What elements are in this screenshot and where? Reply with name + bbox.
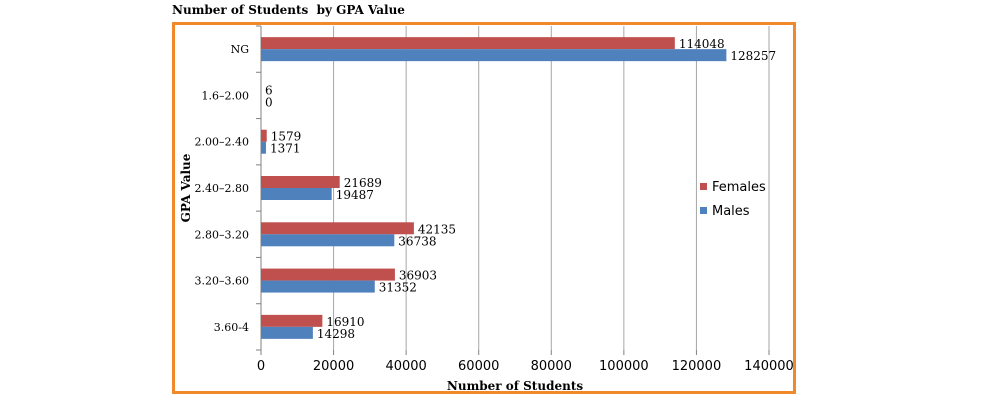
bar-females [261, 37, 675, 50]
data-label-females: 114048 [679, 37, 725, 51]
category-label: 2.00–2.40 [195, 136, 249, 149]
category-label: 2.80–3.20 [195, 228, 249, 241]
bar-females [261, 222, 414, 235]
data-label-males: 1371 [270, 142, 301, 156]
data-label-females: 6 [265, 83, 273, 97]
bar-males [261, 49, 727, 62]
bar-males [261, 188, 332, 200]
legend-swatch-females [700, 183, 707, 190]
x-tick-label: 0 [257, 359, 265, 374]
data-label-males: 19487 [336, 188, 374, 202]
data-label-females: 21689 [344, 176, 382, 190]
category-label: 3.60-4 [214, 321, 249, 334]
x-tick-label: 80000 [531, 359, 572, 374]
chart-title: Number of Students by GPA Value [172, 3, 405, 17]
category-label: 2.40–2.80 [195, 182, 249, 195]
data-label-females: 42135 [418, 222, 456, 236]
bar-males [261, 280, 375, 293]
data-label-males: 14298 [317, 327, 355, 341]
data-label-females: 16910 [326, 315, 364, 329]
bar-males [261, 234, 395, 247]
legend-label-females: Females [712, 180, 766, 195]
category-label: NG [231, 43, 249, 56]
bar-females [261, 314, 323, 327]
legend-swatch-males [700, 207, 707, 214]
data-label-males: 36738 [398, 234, 436, 248]
bar-females [261, 268, 395, 281]
category-label: 3.20–3.60 [195, 275, 249, 288]
x-axis-title: Number of Students [447, 379, 583, 393]
x-tick-label: 120000 [672, 359, 722, 374]
data-label-males: 0 [265, 95, 273, 109]
data-label-females: 36903 [399, 269, 437, 283]
legend-label-males: Males [712, 204, 750, 219]
x-tick-label: 20000 [313, 359, 354, 374]
x-tick-label: 140000 [744, 359, 794, 374]
category-label: 1.6–2.00 [202, 89, 250, 102]
bar-females [261, 176, 340, 188]
data-label-males: 31352 [379, 281, 417, 295]
bar-males [261, 141, 266, 154]
x-tick-label: 60000 [458, 359, 499, 374]
bar-females [261, 129, 267, 142]
x-tick-label: 100000 [599, 359, 649, 374]
y-axis-title: GPA Value [179, 153, 193, 222]
bar-males [261, 326, 313, 339]
x-tick-label: 40000 [385, 359, 426, 374]
data-label-males: 128257 [730, 49, 776, 63]
chart-frame [172, 22, 796, 394]
data-label-females: 1579 [271, 130, 302, 144]
